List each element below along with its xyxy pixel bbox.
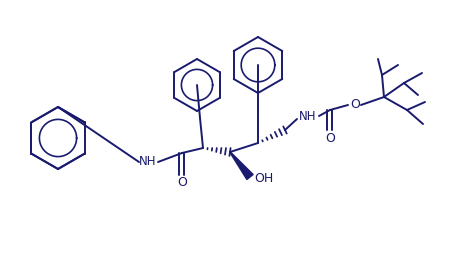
Text: NH: NH [139,155,157,168]
Text: NH: NH [298,109,316,123]
Text: O: O [349,99,359,112]
Polygon shape [229,152,253,179]
Text: O: O [324,132,334,144]
Text: O: O [177,176,187,190]
Text: OH: OH [254,172,273,186]
